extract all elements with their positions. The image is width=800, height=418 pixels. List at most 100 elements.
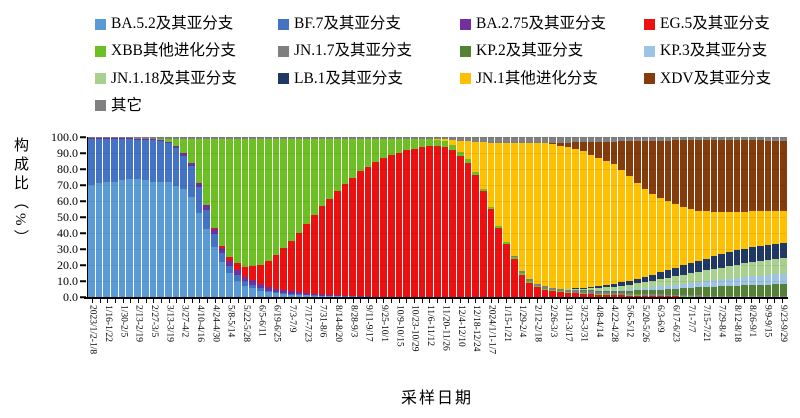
segment-ba52 xyxy=(157,181,164,297)
segment-jn1 xyxy=(487,142,495,207)
x-tick-mark xyxy=(544,299,546,303)
segment-ba275 xyxy=(157,140,164,142)
segment-jn17 xyxy=(533,284,541,287)
x-tick-label: 10/23-10/29 xyxy=(409,305,420,352)
segment-qita xyxy=(203,137,210,139)
segment-ba52 xyxy=(195,212,203,297)
segment-lb1 xyxy=(672,267,679,277)
segment-kp2 xyxy=(733,285,741,296)
segment-qita xyxy=(372,137,380,139)
segment-ba275 xyxy=(334,295,341,297)
segment-ba275 xyxy=(241,276,249,282)
segment-ba52 xyxy=(134,178,141,297)
x-tick-mark xyxy=(114,299,116,303)
segment-qita xyxy=(733,137,741,141)
bar xyxy=(718,137,726,297)
y-tick-label: 100.0 xyxy=(51,130,78,144)
y-tick-label: 70.0 xyxy=(57,178,78,192)
segment-jn17 xyxy=(641,293,649,296)
x-tick-label: 7/15-7/21 xyxy=(701,305,712,342)
x-tick-mark xyxy=(413,299,415,303)
segment-xdv xyxy=(580,141,587,152)
segment-bf7 xyxy=(134,139,141,179)
segment-lb1 xyxy=(664,270,672,278)
segment-eg5 xyxy=(457,156,464,297)
segment-kp3 xyxy=(618,289,626,291)
segment-eg5 xyxy=(334,191,341,296)
x-tick-label: 2/27-3/5 xyxy=(148,305,159,338)
segment-eg5 xyxy=(326,199,333,296)
legend-item-eg5: EG.5及其亚分支 xyxy=(644,15,795,32)
segment-jn17 xyxy=(703,295,710,297)
segment-qita xyxy=(387,137,395,139)
segment-bf7 xyxy=(111,138,118,182)
segment-qita xyxy=(726,137,733,141)
x-tick-label: 6/5-6/11 xyxy=(256,305,267,337)
x-tick-mark xyxy=(590,299,592,303)
segment-ba52 xyxy=(88,185,95,297)
legend-swatch-qita xyxy=(95,100,106,112)
legend-item-xdv: XDV及其亚分支 xyxy=(644,70,795,87)
segment-lb1 xyxy=(641,276,649,283)
bar xyxy=(326,137,333,297)
x-tick-mark xyxy=(375,299,377,303)
segment-xdv xyxy=(641,141,649,190)
segment-ba52 xyxy=(280,293,287,297)
segment-jn17 xyxy=(733,295,741,297)
segment-lb1 xyxy=(764,244,772,260)
segment-qita xyxy=(503,137,510,143)
x-tick-label: 2/26-3/3 xyxy=(547,305,558,338)
bar xyxy=(441,137,449,297)
segment-qita xyxy=(664,137,672,141)
segment-ba52 xyxy=(264,292,272,297)
segment-qita xyxy=(180,137,187,139)
segment-xbb xyxy=(272,138,280,256)
legend-swatch-ba275 xyxy=(460,18,471,30)
segment-jn1 xyxy=(556,145,564,289)
x-tick-label: 7/31-8/6 xyxy=(317,305,328,338)
segment-kp2 xyxy=(656,289,664,295)
bar xyxy=(741,137,749,297)
segment-lb1 xyxy=(726,252,733,266)
bar xyxy=(495,137,503,297)
x-tick-mark xyxy=(176,299,178,303)
segment-eg5 xyxy=(234,263,241,270)
x-tick-label: 2023/1/2-1/8 xyxy=(87,305,98,355)
bar xyxy=(195,137,203,297)
segment-qita xyxy=(395,137,403,139)
segment-xbb xyxy=(418,138,426,148)
segment-ba275 xyxy=(180,153,187,157)
segment-qita xyxy=(679,137,687,141)
segment-jn17 xyxy=(772,296,779,297)
x-tick-mark xyxy=(567,299,569,303)
segment-lb1 xyxy=(679,265,687,275)
segment-kp3 xyxy=(710,280,718,287)
segment-jn1 xyxy=(772,211,779,244)
x-tick-mark xyxy=(398,299,400,303)
segment-eg5 xyxy=(418,147,426,297)
y-tick-label: 50.0 xyxy=(57,210,78,224)
segment-xbb xyxy=(234,138,241,264)
y-tick-mark xyxy=(80,232,86,234)
segment-ba275 xyxy=(280,289,287,293)
segment-qita xyxy=(526,137,533,143)
segment-lb1 xyxy=(733,250,741,265)
segment-kp3 xyxy=(672,284,679,289)
x-tick-label: 6/17-6/23 xyxy=(670,305,681,342)
x-tick-mark xyxy=(421,299,423,303)
x-tick-mark xyxy=(559,299,561,303)
segment-jn17 xyxy=(518,271,526,274)
segment-eg5 xyxy=(572,293,579,297)
segment-xdv xyxy=(695,140,702,211)
segment-xdv xyxy=(595,141,603,158)
segment-xbb xyxy=(449,145,456,150)
legend-label: JN.1.7及其亚分支 xyxy=(294,42,412,60)
x-tick-mark xyxy=(237,299,239,303)
x-tick-label: 12/18-12/24 xyxy=(471,305,482,352)
x-tick-label: 3/27-4/2 xyxy=(179,305,190,338)
x-tick-mark xyxy=(137,299,139,303)
segment-xdv xyxy=(564,142,572,148)
segment-jn17 xyxy=(572,290,579,293)
segment-qita xyxy=(741,137,749,141)
y-tick-label: 30.0 xyxy=(57,242,78,256)
